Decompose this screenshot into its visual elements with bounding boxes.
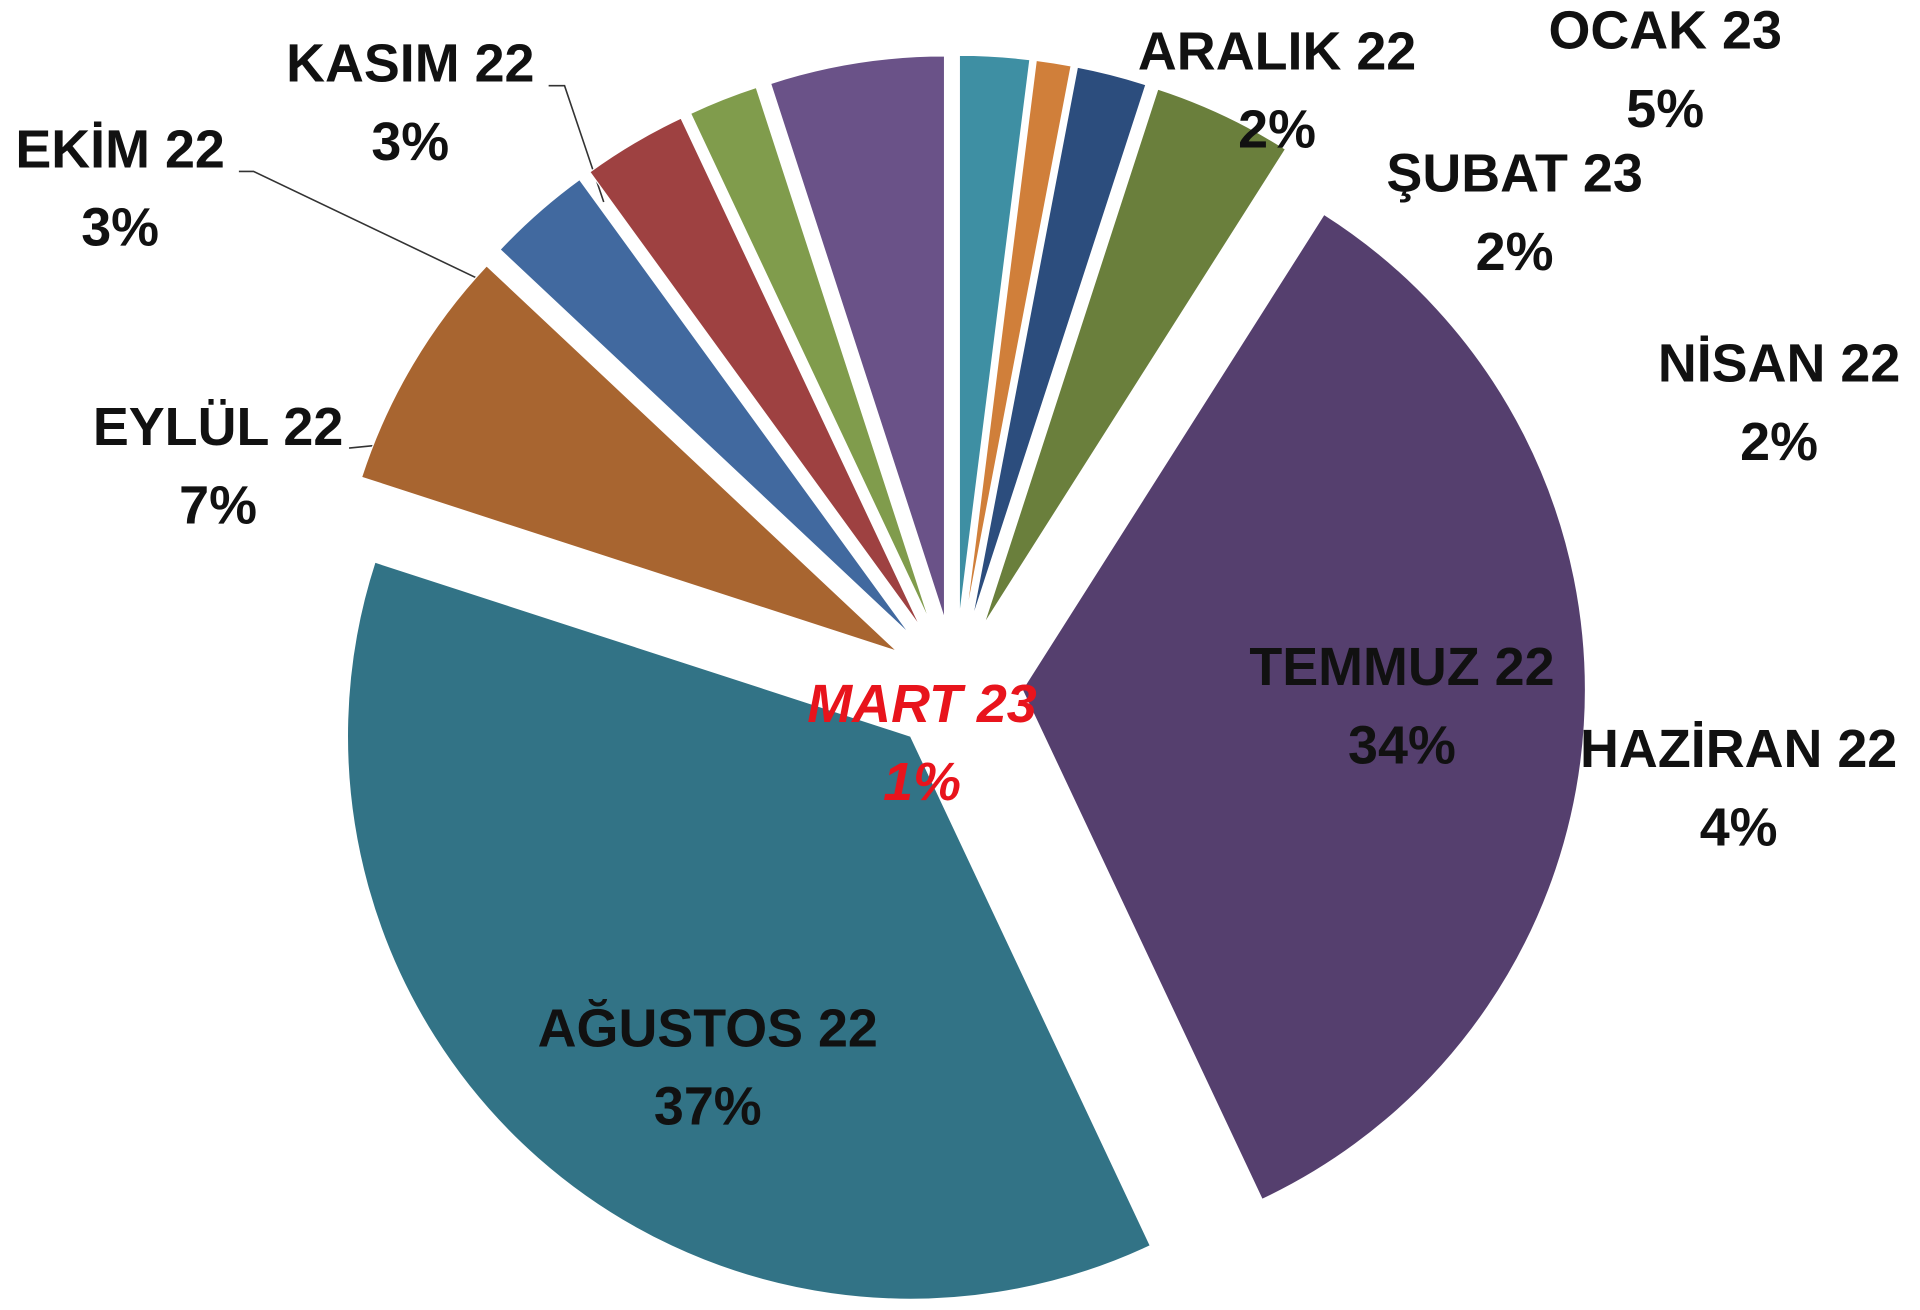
pie-slice [360,264,898,652]
slice-label: NİSAN 22 [1658,334,1900,394]
slice-label: ŞUBAT 23 [1386,144,1642,204]
slice-label: HAZİRAN 22 [1580,719,1897,779]
pie-slice [1021,213,1587,1201]
slice-label: OCAK 23 [1548,1,1781,61]
pie-slice [965,59,1072,620]
slice-label: EKİM 22 [15,119,225,179]
slice-value-label: 2% [1238,100,1316,160]
slice-value-label: 3% [81,198,159,258]
slice-label: KASIM 22 [286,34,534,94]
slice-label: TEMMUZ 22 [1249,637,1554,697]
pie-slice [499,178,912,636]
pie-slice [958,54,1031,619]
slice-value-label: 37% [654,1077,762,1137]
slice-label: ARALIK 22 [1138,21,1416,81]
leader-line [238,170,503,291]
slice-value-label: 7% [179,476,257,536]
leader-line [548,84,605,203]
slice-value-label: 2% [1476,222,1554,282]
pie-slice [346,561,1152,1300]
slice-value-label: 2% [1740,412,1818,472]
pie-slice [588,117,922,629]
slice-value-label: 3% [371,112,449,172]
pie-slice [971,66,1147,621]
slice-value-label: 5% [1626,79,1704,139]
slice-value-label: 1% [883,752,961,812]
slice-value-label: 34% [1348,716,1456,776]
pie-slice [689,86,931,624]
slice-label: AĞUSTOS 22 [538,998,878,1058]
slice-label: MART 23 [807,674,1037,734]
slice-label: EYLÜL 22 [93,397,343,457]
pie-slice [983,88,1287,626]
slice-value-label: 4% [1700,798,1778,858]
pie-slice [769,55,946,620]
